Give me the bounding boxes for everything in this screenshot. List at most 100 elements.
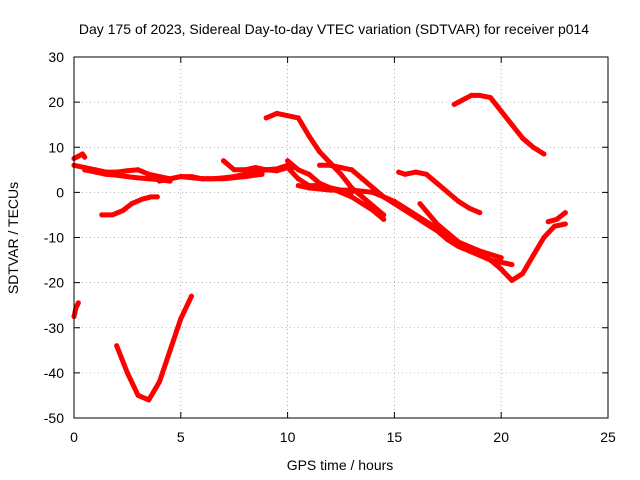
data-point [451, 101, 457, 107]
data-point [349, 187, 355, 193]
data-point [349, 194, 355, 200]
data-point [488, 95, 493, 101]
y-axis-label: SDTVAR / TECUs [5, 182, 21, 294]
data-point [75, 153, 81, 159]
data-point [370, 185, 376, 191]
data-point [146, 397, 152, 403]
data-point [498, 108, 504, 114]
data-point [466, 246, 472, 252]
data-point [285, 165, 291, 171]
data-point [460, 97, 466, 103]
data-point [129, 201, 135, 207]
data-point [317, 180, 323, 186]
data-series-arc-15 [451, 92, 547, 157]
grid-lines [74, 57, 608, 418]
data-point [434, 180, 440, 186]
y-tick-label: -10 [44, 230, 64, 246]
data-point [498, 255, 504, 261]
data-series-arc-14 [417, 201, 568, 283]
data-point [167, 347, 173, 353]
data-point [178, 316, 184, 322]
x-tick-label: 10 [280, 429, 296, 445]
data-point [135, 175, 141, 181]
data-point [456, 198, 461, 204]
data-point [199, 176, 205, 182]
data-point [274, 110, 280, 116]
data-point [370, 207, 376, 213]
data-point [259, 171, 265, 177]
data-point [114, 172, 120, 178]
data-series-group [71, 92, 568, 403]
data-point [124, 168, 130, 174]
data-point [498, 266, 504, 272]
data-point [253, 165, 259, 171]
data-point [75, 300, 81, 306]
y-tick-label: 10 [48, 139, 64, 155]
data-point [381, 216, 387, 222]
data-point [391, 198, 397, 204]
data-point [306, 133, 312, 139]
data-point [488, 257, 493, 263]
data-point [338, 165, 344, 171]
data-point [221, 158, 226, 164]
data-point [541, 235, 547, 240]
data-point [103, 171, 109, 177]
y-tick-label: -20 [44, 275, 64, 291]
data-point [295, 167, 301, 173]
data-point [189, 293, 194, 299]
data-point [530, 144, 536, 150]
x-tick-label: 20 [493, 429, 509, 445]
x-tick-label: 0 [70, 429, 78, 445]
data-point [466, 205, 472, 211]
data-point [349, 167, 355, 173]
data-point [154, 194, 160, 200]
data-point [231, 167, 237, 173]
data-point [146, 171, 152, 177]
data-point [477, 210, 483, 216]
data-point [327, 162, 333, 168]
data-point [82, 154, 88, 160]
data-point [146, 176, 152, 182]
data-point [317, 149, 323, 155]
data-point [468, 92, 474, 98]
x-axis-label: GPS time / hours [287, 457, 394, 473]
data-point [285, 158, 291, 164]
data-point [477, 92, 483, 98]
data-point [124, 370, 130, 376]
data-point [135, 392, 141, 398]
data-point [509, 262, 515, 268]
data-point [413, 169, 419, 175]
chart-title: Day 175 of 2023, Sidereal Day-to-day VTE… [79, 21, 589, 37]
data-point [135, 167, 141, 173]
data-point [402, 171, 408, 177]
data-point [520, 135, 526, 141]
x-tick-label: 15 [387, 429, 403, 445]
data-point [423, 171, 429, 177]
y-tick-label: -50 [44, 410, 64, 426]
data-point [178, 174, 184, 180]
data-series-arc-6 [114, 293, 194, 403]
data-point [434, 221, 440, 227]
data-point [359, 201, 365, 207]
y-tick-label: 20 [48, 94, 64, 110]
data-point [562, 221, 568, 227]
data-point [124, 174, 130, 180]
data-point [359, 176, 365, 182]
data-point [139, 196, 145, 202]
data-point [545, 219, 551, 225]
data-point [509, 277, 515, 283]
y-tick-label: -30 [44, 320, 64, 336]
y-tick-label: -40 [44, 365, 64, 381]
data-point [120, 207, 126, 213]
data-point [148, 194, 154, 200]
data-point [554, 216, 560, 222]
data-point [413, 212, 419, 218]
data-point [109, 212, 115, 218]
axis-ticks: 0 5 10 15 20 25 -50 -40 -30 -20 -10 0 10 20 30 [44, 49, 616, 445]
data-point [242, 167, 248, 173]
y-tick-label: 0 [56, 184, 64, 200]
data-point [530, 253, 536, 258]
data-point [541, 151, 547, 157]
data-point [99, 212, 105, 218]
